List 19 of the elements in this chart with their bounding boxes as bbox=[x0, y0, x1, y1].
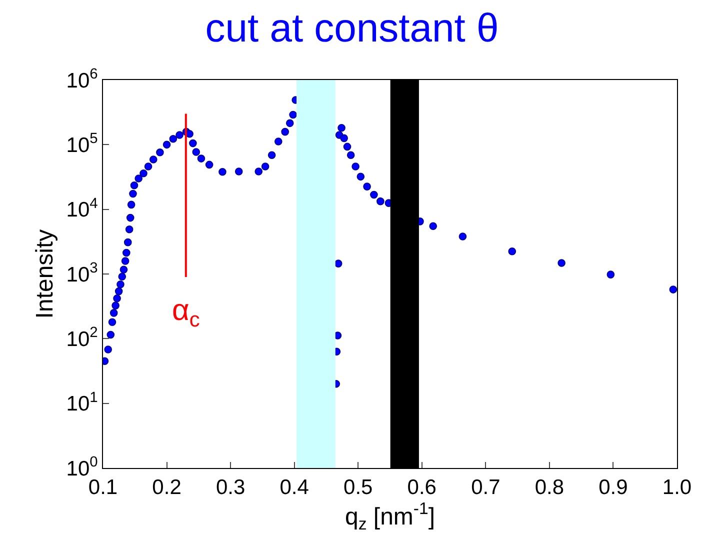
x-tick-label: 0.8 bbox=[534, 476, 564, 500]
x-tick-label: 0.2 bbox=[152, 476, 182, 500]
y-tick-label: 10$^{5}$ bbox=[66, 131, 98, 158]
x-tick-label: 0.5 bbox=[344, 476, 373, 500]
x-tick-label: 0.3 bbox=[216, 476, 246, 500]
x-axis-title: q$_{z}$ [nm$^{-1}$] bbox=[344, 499, 436, 534]
x-tick-label: 0.6 bbox=[407, 476, 436, 500]
y-tick-label: 10$^{4}$ bbox=[66, 196, 98, 222]
x-tick-label: 0.9 bbox=[598, 476, 628, 500]
x-tick-label: 0.7 bbox=[471, 476, 500, 500]
y-tick-label: 10$^{1}$ bbox=[66, 390, 98, 416]
x-tick-label: 0.4 bbox=[280, 476, 310, 500]
y-tick-label: 10$^{2}$ bbox=[66, 325, 98, 352]
y-tick-label: 10$^{6}$ bbox=[66, 66, 98, 92]
y-tick-label: 10$^{3}$ bbox=[66, 260, 98, 286]
annotation: α$_{c}$ bbox=[172, 294, 200, 332]
x-tick-label: 1.0 bbox=[662, 476, 692, 500]
y-axis-title: Intensity bbox=[31, 229, 58, 319]
chart-title: cut at constant θ bbox=[205, 6, 499, 51]
